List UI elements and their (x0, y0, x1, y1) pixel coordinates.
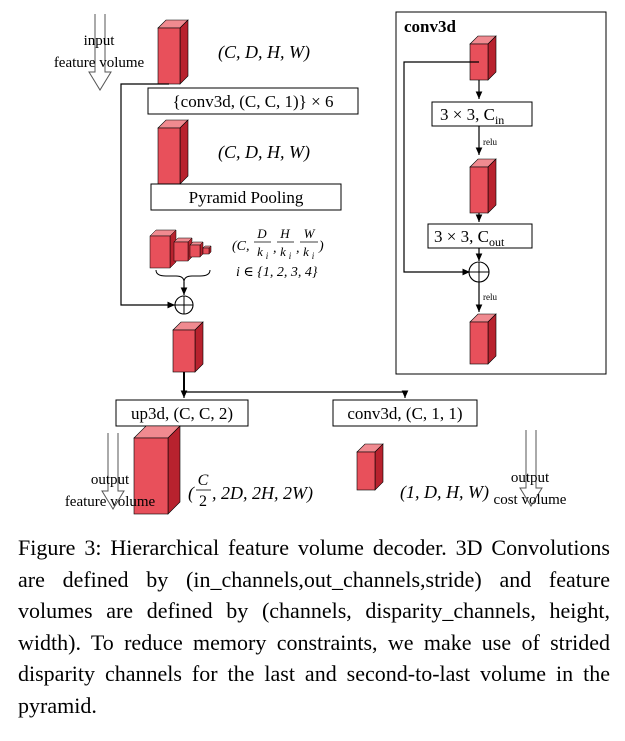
conv-block-box (147, 87, 359, 115)
dims-top: (C, D, H, W) (218, 42, 310, 63)
inset-relu2: relu (483, 292, 497, 302)
inset-box-in-main: 3 × 3, C (440, 105, 495, 124)
pyramid-dims: (C, D k i , H k i , W k i ) i ∈ {1, 2, 3… (232, 226, 324, 280)
output-dims-frac-den: 2 (199, 493, 207, 510)
output-dims-frac-num: C (198, 472, 209, 489)
inset-box-in-label: 3 × 3, Cin (440, 105, 504, 127)
svg-text:,: , (296, 241, 300, 256)
pyramid-frac1-num: D (256, 226, 267, 241)
inset-block-bottom (469, 313, 497, 365)
pyramid-frac2-den: k (280, 244, 286, 259)
pyramid-blocks (149, 229, 212, 283)
output-cost-line1: output (511, 470, 550, 486)
pyramid-index: i ∈ {1, 2, 3, 4} (236, 265, 318, 280)
up3d-label: up3d, (C, C, 2) (131, 404, 233, 423)
pyramid-frac1-den-sub: i (266, 251, 269, 261)
inset-block-mid (469, 158, 497, 214)
output-feature-line1: output (91, 472, 130, 488)
pyramid-frac3-num: W (304, 226, 316, 241)
output-dims-open: ( (188, 483, 195, 504)
merged-volume-block (172, 321, 204, 373)
dims-mid: (C, D, H, W) (218, 142, 310, 163)
inset-skip-line (403, 61, 479, 276)
pyramid-dims-prefix: (C, (232, 239, 250, 254)
skip-connection-line (120, 83, 175, 309)
conv3d-output-box (332, 399, 478, 427)
input-hollow-arrow (88, 14, 112, 91)
up3d-box (115, 399, 249, 427)
output-feature-line2: feature volume (65, 494, 156, 510)
input-label-line2: feature volume (54, 55, 145, 71)
pyramid-block-4 (202, 245, 212, 255)
cost-volume-block (356, 443, 384, 491)
input-volume-block (157, 19, 189, 85)
pyramid-block-3 (189, 241, 204, 258)
pyramid-block-1 (149, 229, 177, 269)
pyramid-frac1-den: k (257, 244, 263, 259)
inset-title: conv3d (404, 17, 457, 36)
inset-box-out-main: 3 × 3, C (434, 227, 489, 246)
pyramid-frac2-den-sub: i (289, 251, 292, 261)
pyramid-frac2-num: H (279, 226, 290, 241)
inset-relu1: relu (483, 137, 497, 147)
output-cost-line2: cost volume (494, 492, 567, 508)
inset-block-top (469, 35, 497, 81)
decoder-diagram: input feature volume (C, D, H, W) {conv3… (54, 11, 607, 515)
inset-box-out-label: 3 × 3, Cout (434, 227, 505, 249)
output-dims-rest: , 2D, 2H, 2W) (212, 483, 313, 504)
output-cost-hollow-arrow (519, 430, 543, 507)
pyramid-frac3-den-sub: i (312, 251, 315, 261)
output-dims: ( C 2 , 2D, 2H, 2W) (188, 472, 313, 510)
pyramid-frac3-den: k (303, 244, 309, 259)
input-label-line1: input (84, 33, 116, 49)
output-feature-hollow-arrow (101, 433, 125, 510)
pyramid-block-2 (173, 237, 193, 262)
pyramid-pooling-box (150, 183, 342, 211)
output-feature-block (133, 425, 181, 515)
pyramid-dims-suffix: ) (318, 239, 324, 254)
inset-box-out-sub: out (489, 235, 505, 249)
sum-node (174, 295, 194, 315)
inset-box-in-sub: in (495, 113, 504, 127)
mid-volume-block (157, 119, 189, 185)
conv-block-label: {conv3d, (C, C, 1)} × 6 (173, 92, 334, 111)
inset-conv-box-out (427, 223, 533, 249)
conv3d-output-label: conv3d, (C, 1, 1) (347, 404, 462, 423)
branch-right-arrow (184, 390, 409, 398)
cost-dims: (1, D, H, W) (400, 482, 489, 503)
pyramid-brace (155, 269, 211, 283)
inset-sum-node (468, 261, 490, 283)
inset-conv-box-in (431, 101, 533, 127)
figure-caption: Figure 3: Hierarchical feature volume de… (18, 535, 610, 718)
svg-text:,: , (273, 241, 277, 256)
pyramid-pooling-label: Pyramid Pooling (189, 188, 304, 207)
conv3d-inset (395, 11, 607, 375)
